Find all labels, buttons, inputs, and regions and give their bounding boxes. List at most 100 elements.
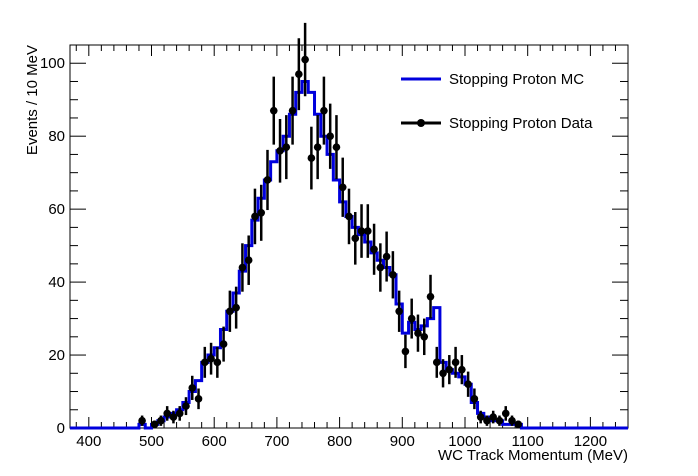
data-marker [282,143,291,151]
y-tick-label: 40 [48,274,65,291]
data-point [232,286,240,329]
data-point [269,76,278,145]
legend-mc-label: Stopping Proton MC [449,71,584,88]
data-point [407,298,416,339]
data-marker [175,409,184,418]
data-point [188,375,197,400]
data-marker [376,263,385,272]
data-point [501,406,510,421]
data-point [464,371,472,397]
data-point [213,346,222,378]
data-point [263,149,272,211]
data-marker [370,245,378,254]
data-marker [495,416,504,425]
data-marker [407,314,416,323]
data-marker [301,55,309,64]
axis-ticks [70,45,628,429]
data-marker [232,303,240,312]
data-marker [157,416,165,425]
data-point [458,355,466,385]
data-marker [276,146,284,155]
data-marker [251,212,259,221]
data-marker [470,395,479,403]
data-point [307,126,316,190]
data-marker [338,183,347,192]
data-marker [432,358,441,367]
data-marker [382,252,391,261]
legend: Stopping Proton MC Stopping Proton Data [401,71,593,132]
data-marker [395,307,403,316]
data-point [157,415,165,426]
mc-step-line [70,79,628,430]
y-tick-label: 100 [40,55,65,72]
data-point [320,76,328,145]
data-marker [213,358,222,367]
data-marker [458,365,466,374]
plot-frame-group [69,44,629,429]
data-marker [508,416,516,425]
data-point [219,326,228,362]
data-marker [326,132,334,140]
data-point [420,318,429,356]
data-point [351,212,360,265]
data-marker [389,271,397,279]
data-marker [476,413,485,421]
data-point [476,410,485,424]
data-point [251,188,259,245]
y-tick-label: 20 [48,347,65,364]
data-point [345,188,353,245]
data-point [257,184,266,241]
data-marker [351,234,360,243]
data-point [288,76,297,145]
data-marker [244,256,253,265]
data-point [313,115,322,180]
data-point [301,22,309,97]
data-points-layer [138,22,523,429]
data-point [401,334,410,369]
data-marker [226,307,234,316]
data-point [326,103,334,169]
data-point [370,223,378,275]
data-marker [501,409,510,418]
data-point [238,243,247,292]
data-point [514,420,523,429]
x-tick-label: 1200 [574,433,607,450]
y-tick-label: 60 [48,201,65,218]
data-point [364,204,372,258]
x-tick-label: 1100 [512,433,544,450]
legend-data-label: Stopping Proton Data [449,115,593,132]
plot-frame [69,44,629,429]
data-point [439,359,447,388]
data-point [244,235,253,285]
data-point [169,410,178,424]
data-point [226,290,234,332]
data-marker [138,416,146,425]
data-point [338,157,347,217]
data-marker [313,143,322,151]
data-point [357,204,366,258]
data-point [332,115,341,180]
x-tick-label: 700 [264,433,289,450]
data-marker [414,329,422,337]
data-point [395,290,403,332]
data-point [282,115,291,180]
data-marker [483,416,491,425]
mc-histogram-layer [70,79,628,430]
data-point [382,231,391,282]
data-point [508,415,516,426]
data-marker [514,420,523,429]
data-marker [489,413,498,421]
data-point [207,342,215,375]
data-marker [426,292,435,301]
data-point [445,355,454,385]
data-point [138,415,146,426]
data-marker [401,347,410,356]
x-tick-label: 1000 [448,433,481,450]
data-point [295,38,303,111]
x-tick-label: 800 [327,433,352,450]
data-point [432,346,441,378]
data-marker [307,154,316,162]
x-tick-label: 500 [139,433,164,450]
data-point [495,415,504,426]
